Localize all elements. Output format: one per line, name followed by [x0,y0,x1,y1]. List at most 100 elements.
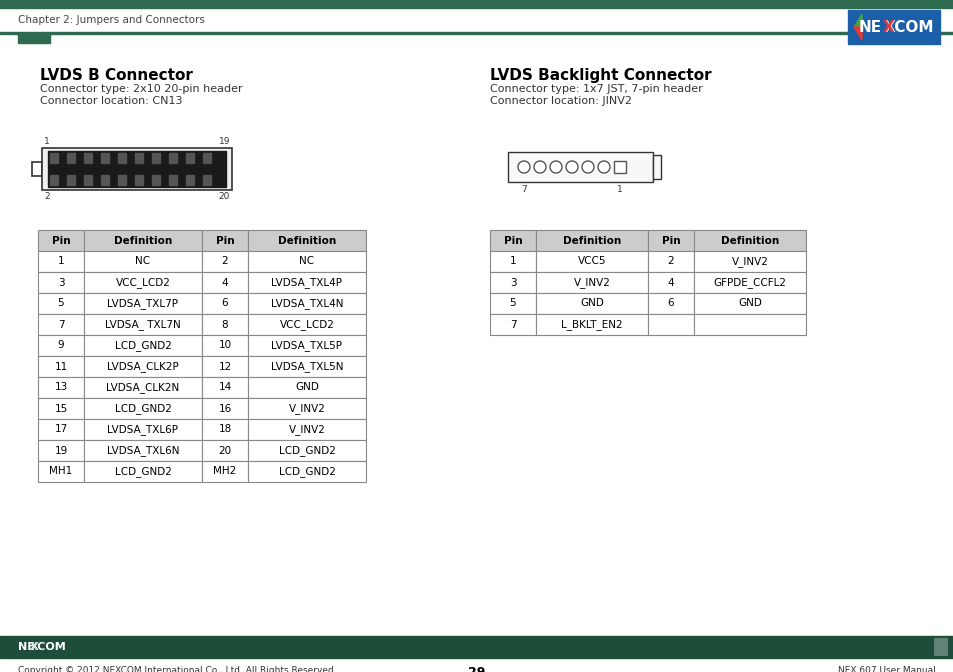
Text: LVDSA_TXL4P: LVDSA_TXL4P [272,277,342,288]
Text: NE: NE [18,642,35,652]
Text: 10: 10 [218,341,232,351]
Text: Pin: Pin [51,235,71,245]
Bar [84,251,202,272]
Text: Connector type: 1x7 JST, 7-pin header: Connector type: 1x7 JST, 7-pin header [490,84,702,94]
Text: 19: 19 [54,446,68,456]
Bar [67,153,75,163]
Bar [203,175,211,185]
Bar [202,272,248,293]
Bar [186,175,193,185]
Text: Definition: Definition [562,235,620,245]
Circle shape [534,161,545,173]
Bar [248,314,366,335]
Bar [248,251,366,272]
Bar [202,335,248,356]
Text: LCD_GND2: LCD_GND2 [278,466,335,477]
Bar [202,440,248,461]
Text: 2: 2 [44,192,50,201]
Bar [38,440,84,461]
Text: LVDSA_TXL7P: LVDSA_TXL7P [108,298,178,309]
Bar [647,251,693,272]
Text: 7: 7 [509,319,516,329]
Text: 7: 7 [520,185,526,194]
Bar [202,461,248,482]
Bar [101,153,109,163]
Text: 6: 6 [221,298,228,308]
Bar [38,419,84,440]
Text: 4: 4 [667,278,674,288]
Text: V_INV2: V_INV2 [288,403,325,414]
Circle shape [581,161,594,173]
Bar [248,440,366,461]
Bar [536,314,647,335]
Bar [38,272,84,293]
Text: LCD_GND2: LCD_GND2 [278,445,335,456]
Text: Definition: Definition [277,235,335,245]
Bar [42,148,232,190]
Text: Connector location: CN13: Connector location: CN13 [40,96,182,106]
Bar [507,152,652,182]
Bar [186,153,193,163]
Text: Connector location: JINV2: Connector location: JINV2 [490,96,631,106]
Text: V_INV2: V_INV2 [731,256,767,267]
Text: GND: GND [579,298,603,308]
Text: Definition: Definition [720,235,779,245]
Text: Pin: Pin [661,235,679,245]
Bar [38,293,84,314]
Bar [38,314,84,335]
Bar [248,356,366,377]
Bar [536,230,647,251]
Bar [118,153,126,163]
Bar [38,251,84,272]
Text: 9: 9 [57,341,64,351]
Text: MH2: MH2 [213,466,236,476]
Bar [135,153,143,163]
Text: 11: 11 [54,362,68,372]
Bar [84,461,202,482]
Circle shape [550,161,561,173]
Text: 6: 6 [667,298,674,308]
Bar [84,419,202,440]
Text: VCC5: VCC5 [578,257,605,267]
Text: L_BKLT_EN2: L_BKLT_EN2 [560,319,622,330]
Text: GND: GND [738,298,761,308]
Bar [647,272,693,293]
Text: 20: 20 [218,446,232,456]
Bar [135,175,143,185]
Text: NC: NC [299,257,314,267]
Text: VCC_LCD2: VCC_LCD2 [279,319,335,330]
Text: LVDSA_TXL6N: LVDSA_TXL6N [107,445,179,456]
Bar [202,230,248,251]
Bar [0,0,953,8]
Bar [693,251,805,272]
Text: 2: 2 [667,257,674,267]
Text: 19: 19 [218,137,230,146]
Bar [38,461,84,482]
Bar [248,272,366,293]
Bar [248,461,366,482]
Bar [84,272,202,293]
Text: 1: 1 [57,257,64,267]
Bar [0,636,953,658]
Text: 12: 12 [218,362,232,372]
Bar [84,175,91,185]
Circle shape [517,161,530,173]
Text: LVDS B Connector: LVDS B Connector [40,68,193,83]
Bar [490,251,536,272]
Bar [50,153,58,163]
Bar [536,293,647,314]
Bar [84,335,202,356]
Bar [202,293,248,314]
Text: LVDSA_CLK2N: LVDSA_CLK2N [107,382,179,393]
Text: LVDSA_TXL5N: LVDSA_TXL5N [271,361,343,372]
Bar [693,293,805,314]
Bar [248,293,366,314]
Text: Copyright © 2012 NEXCOM International Co., Ltd. All Rights Reserved.: Copyright © 2012 NEXCOM International Co… [18,666,336,672]
Bar [202,398,248,419]
Text: 3: 3 [509,278,516,288]
Text: LVDS Backlight Connector: LVDS Backlight Connector [490,68,711,83]
Text: 1: 1 [509,257,516,267]
Text: Connector type: 2x10 20-pin header: Connector type: 2x10 20-pin header [40,84,242,94]
Text: 3: 3 [57,278,64,288]
Bar [490,293,536,314]
